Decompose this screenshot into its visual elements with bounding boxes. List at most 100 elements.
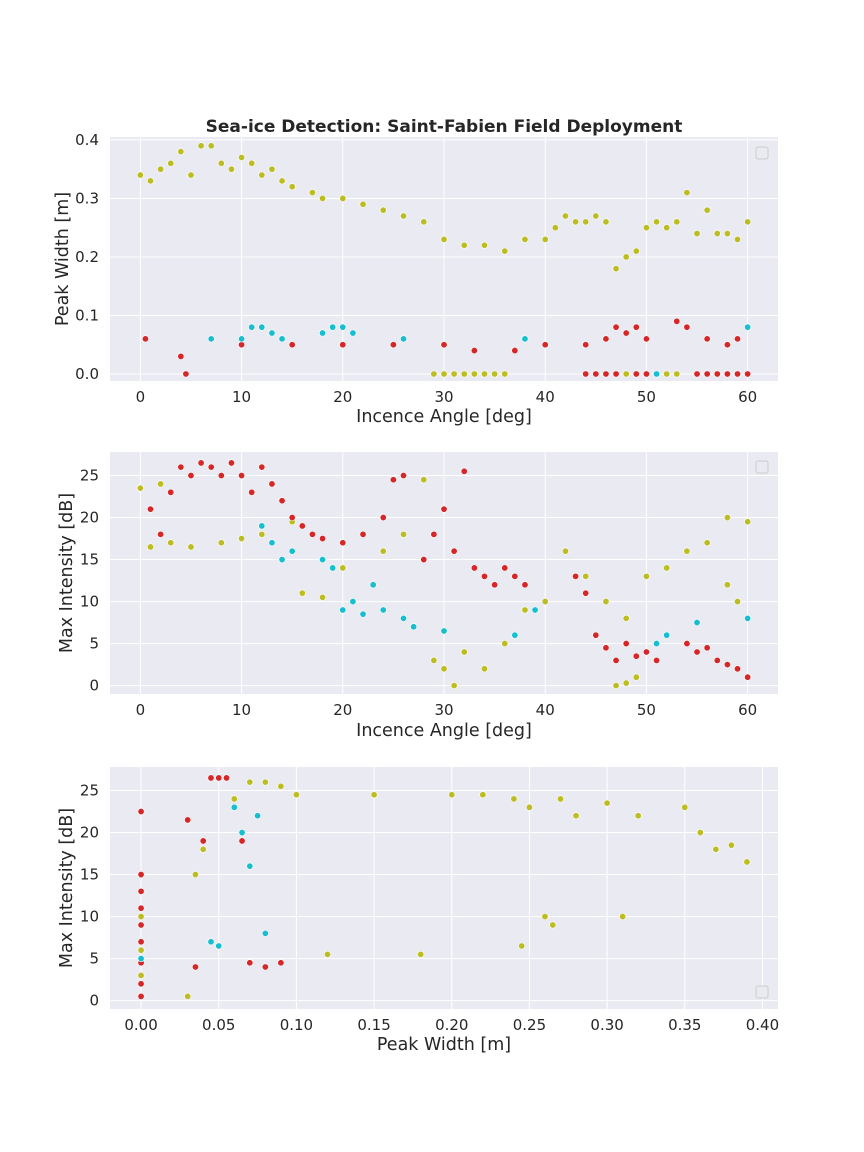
scatter-point-olive bbox=[430, 370, 438, 378]
x-tick-label: 0.35 bbox=[668, 1016, 701, 1034]
x-tick-label: 0.10 bbox=[280, 1016, 313, 1034]
chart-title: Sea-ice Detection: Saint-Fabien Field De… bbox=[206, 117, 683, 137]
scatter-point-red bbox=[703, 370, 711, 378]
scatter-point-red bbox=[227, 459, 235, 467]
scatter-point-olive bbox=[642, 224, 650, 232]
scatter-point-cyan bbox=[215, 942, 223, 950]
scatter-point-olive bbox=[510, 795, 518, 803]
scatter-point-olive bbox=[703, 539, 711, 547]
scatter-point-olive bbox=[339, 564, 347, 572]
scatter-point-red bbox=[632, 652, 640, 660]
scatter-point-red bbox=[137, 980, 145, 988]
scatter-point-olive bbox=[146, 543, 154, 551]
scatter-point-cyan bbox=[238, 335, 246, 343]
scatter-point-red bbox=[167, 488, 175, 496]
scatter-point-red bbox=[157, 530, 165, 538]
scatter-point-red bbox=[319, 535, 327, 543]
scatter-point-olive bbox=[440, 665, 448, 673]
scatter-point-red bbox=[223, 774, 231, 782]
scatter-point-red bbox=[177, 463, 185, 471]
scatter-point-red bbox=[612, 323, 620, 331]
scatter-point-olive bbox=[227, 165, 235, 173]
x-axis-label: Incence Angle [deg] bbox=[356, 721, 532, 741]
scatter-points bbox=[137, 774, 751, 1000]
x-tick-label: 30 bbox=[434, 388, 453, 406]
scatter-point-olive bbox=[744, 518, 752, 526]
legend-box bbox=[755, 146, 769, 160]
scatter-point-cyan bbox=[744, 323, 752, 331]
x-tick-label: 20 bbox=[333, 701, 352, 719]
scatter-point-red bbox=[612, 370, 620, 378]
scatter-point-olive bbox=[712, 845, 720, 853]
y-tick-labels: 0 5 10 15 20 25 bbox=[80, 467, 99, 695]
scatter-point-cyan bbox=[369, 581, 377, 589]
scatter-point-red bbox=[389, 476, 397, 484]
scatter-point-olive bbox=[541, 598, 549, 606]
scatter-point-cyan bbox=[379, 606, 387, 614]
scatter-point-cyan bbox=[663, 631, 671, 639]
scatter-point-red bbox=[177, 352, 185, 360]
scatter-point-red bbox=[582, 589, 590, 597]
scatter-point-red bbox=[744, 673, 752, 681]
scatter-point-olive bbox=[420, 476, 428, 484]
scatter-point-red bbox=[602, 644, 610, 652]
scatter-point-red bbox=[339, 341, 347, 349]
scatter-point-olive bbox=[450, 682, 458, 690]
scatter-point-olive bbox=[744, 218, 752, 226]
scatter-point-cyan bbox=[230, 803, 238, 811]
legend-box bbox=[755, 460, 769, 474]
scatter-point-cyan bbox=[137, 955, 145, 963]
scatter-point-olive bbox=[146, 177, 154, 185]
scatter-point-olive bbox=[448, 791, 456, 799]
scatter-point-red bbox=[137, 871, 145, 879]
scatter-point-cyan bbox=[349, 329, 357, 337]
scatter-point-olive bbox=[187, 543, 195, 551]
scatter-point-red bbox=[146, 505, 154, 513]
scatter-point-olive bbox=[681, 803, 689, 811]
scatter-point-olive bbox=[521, 235, 529, 243]
scatter-point-olive bbox=[673, 218, 681, 226]
scatter-point-olive bbox=[734, 235, 742, 243]
x-axis-label: Incence Angle [deg] bbox=[356, 407, 532, 427]
scatter-point-red bbox=[642, 335, 650, 343]
scatter-point-red bbox=[137, 992, 145, 1000]
scatter-point-red bbox=[248, 488, 256, 496]
scatter-point-cyan bbox=[319, 556, 327, 564]
scatter-point-cyan bbox=[521, 335, 529, 343]
scatter-point-olive bbox=[470, 370, 478, 378]
x-tick-label: 60 bbox=[738, 388, 757, 406]
y-axis-label: Peak Width [m] bbox=[53, 192, 73, 326]
scatter-point-red bbox=[182, 370, 190, 378]
x-axis-label: Peak Width [m] bbox=[377, 1035, 511, 1055]
x-tick-label: 0 bbox=[136, 701, 146, 719]
legend-box bbox=[755, 985, 769, 999]
scatter-point-olive bbox=[683, 189, 691, 197]
scatter-point-cyan bbox=[400, 614, 408, 622]
y-tick-labels: 0.0 0.1 0.2 0.3 0.4 bbox=[75, 131, 99, 383]
scatter-point-olive bbox=[673, 370, 681, 378]
scatter-point-red bbox=[501, 564, 509, 572]
scatter-point-olive bbox=[703, 206, 711, 214]
y-tick-label: 5 bbox=[89, 635, 99, 653]
scatter-point-cyan bbox=[693, 619, 701, 627]
scatter-point-olive bbox=[518, 942, 526, 950]
scatter-point-olive bbox=[417, 950, 425, 958]
scatter-point-cyan bbox=[410, 623, 418, 631]
scatter-point-olive bbox=[238, 153, 246, 161]
scatter-point-olive bbox=[184, 992, 192, 1000]
x-tick-label: 0.05 bbox=[202, 1016, 235, 1034]
scatter-point-olive bbox=[420, 218, 428, 226]
y-tick-label: 20 bbox=[80, 824, 99, 842]
scatter-point-red bbox=[723, 341, 731, 349]
x-tick-label: 0.25 bbox=[513, 1016, 546, 1034]
scatter-point-olive bbox=[723, 514, 731, 522]
scatter-point-olive bbox=[359, 200, 367, 208]
scatter-point-olive bbox=[278, 177, 286, 185]
scatter-point-olive bbox=[572, 812, 580, 820]
scatter-point-red bbox=[430, 530, 438, 538]
x-tick-label: 20 bbox=[333, 388, 352, 406]
scatter-point-red bbox=[278, 497, 286, 505]
scatter-point-olive bbox=[743, 858, 751, 866]
scatter-point-cyan bbox=[278, 335, 286, 343]
scatter-point-red bbox=[673, 317, 681, 325]
